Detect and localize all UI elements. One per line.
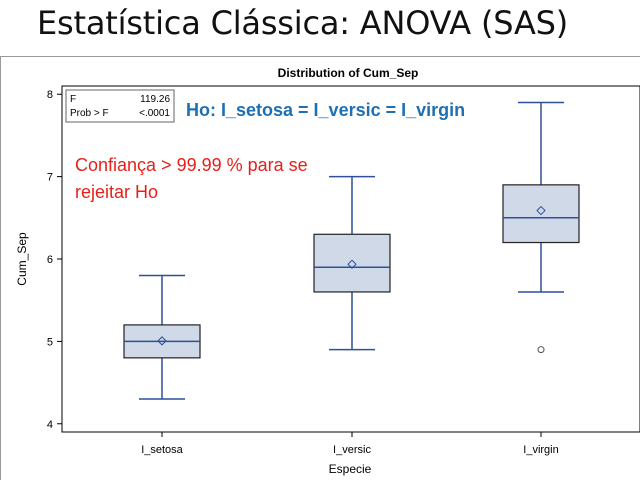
box-I_setosa [123,274,201,400]
y-tick-label: 7 [47,172,53,184]
y-tick-label: 8 [47,89,53,101]
conclusion-annotation: Confiança > 99.99 % para se rejeitar Ho [75,152,308,206]
iqr-box [313,233,391,293]
conclusion-line-1: Confiança > 99.99 % para se [75,155,308,175]
x-tick-label: I_versic [333,444,371,456]
y-tick-label: 4 [47,419,53,431]
x-axis: I_setosa I_versic I_virgin [141,432,559,456]
hypothesis-annotation: Ho: I_setosa = I_versic = I_virgin [186,100,466,120]
slide-title: Estatística Clássica: ANOVA (SAS) [37,4,569,42]
chart-title: Distribution of Cum_Sep [278,66,419,80]
x-tick-label: I_setosa [141,444,183,456]
y-tick-label: 6 [47,254,53,266]
y-axis-label: Cum_Sep [15,232,29,286]
box-I_virgin [502,101,580,354]
f-label: F [70,94,76,105]
iqr-box [502,184,580,244]
box-I_versic [313,175,391,351]
x-tick-label: I_virgin [523,444,558,456]
stats-box [65,89,175,123]
mean-marker [347,259,357,269]
mean-marker [536,205,546,216]
outlier-point [537,346,545,354]
y-tick-label: 5 [47,336,53,348]
mean-marker [157,336,167,346]
f-value: 119.26 [140,94,170,105]
conclusion-line-2: rejeitar Ho [75,182,159,202]
y-axis: 4 5 6 7 8 [47,89,62,431]
boxes-layer [123,101,580,400]
p-label: Prob > F [70,108,109,119]
x-axis-label: Especie [329,462,372,476]
p-value: <.0001 [139,108,170,119]
